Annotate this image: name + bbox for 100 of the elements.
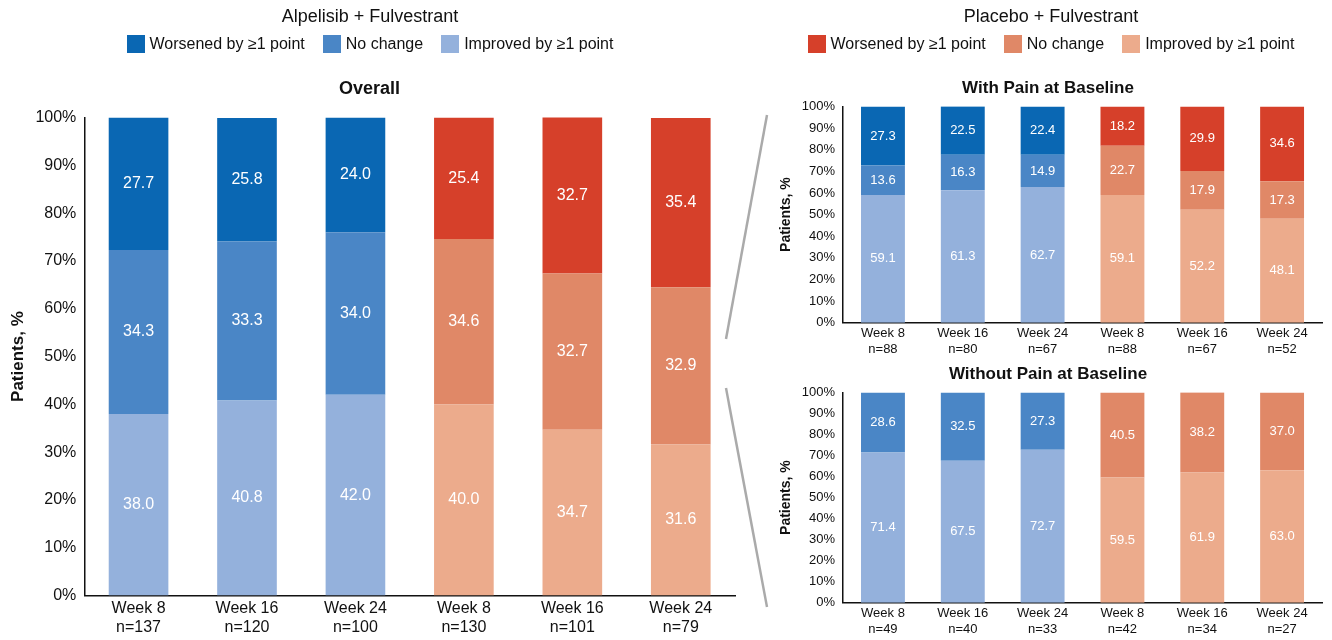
y-tick-label: 70% bbox=[809, 162, 836, 178]
y-tick-label: 80% bbox=[809, 426, 836, 442]
bar bbox=[1100, 477, 1145, 603]
data-label: 29.9 bbox=[1189, 130, 1215, 146]
x-tick-label: Week 8 n=130 bbox=[436, 598, 491, 635]
x-tick-label: Week 16 n=101 bbox=[540, 598, 604, 635]
y-tick-label: 40% bbox=[809, 227, 836, 243]
bar bbox=[108, 250, 169, 414]
data-label: 31.6 bbox=[665, 510, 697, 528]
y-tick-label: 60% bbox=[809, 468, 836, 484]
data-label: 32.5 bbox=[950, 418, 976, 434]
bar bbox=[542, 273, 603, 430]
y-tick-label: 100% bbox=[801, 97, 836, 113]
x-tick-label: Week 24 n=67 bbox=[1017, 325, 1069, 356]
x-tick-label: Week 8 n=137 bbox=[111, 598, 166, 635]
bar bbox=[325, 394, 386, 596]
bar bbox=[1260, 392, 1305, 471]
x-tick-label: Week 16 n=40 bbox=[937, 605, 989, 636]
data-label: 32.7 bbox=[556, 341, 588, 359]
x-tick-label: Week 8 n=88 bbox=[1100, 325, 1145, 356]
bar bbox=[1020, 106, 1065, 155]
bar bbox=[434, 239, 494, 405]
x-tick-label: Week 16 n=80 bbox=[937, 325, 989, 356]
legend-label: No change bbox=[1026, 35, 1105, 53]
bar bbox=[108, 413, 169, 596]
bar bbox=[940, 154, 985, 191]
bar bbox=[1180, 171, 1225, 210]
bar bbox=[940, 190, 985, 323]
bar bbox=[1020, 154, 1065, 188]
x-tick-label: Week 16 n=67 bbox=[1176, 325, 1228, 356]
y-tick-label: 50% bbox=[809, 489, 836, 505]
chart-title: Overall bbox=[338, 77, 401, 98]
bar bbox=[861, 392, 905, 453]
data-label: 48.1 bbox=[1269, 262, 1295, 278]
bar bbox=[542, 117, 603, 274]
bar bbox=[650, 118, 711, 288]
bar bbox=[1180, 106, 1225, 172]
bar bbox=[1260, 218, 1305, 323]
x-tick-label: Week 24 n=52 bbox=[1256, 325, 1308, 356]
bar bbox=[940, 460, 985, 603]
y-tick-label: 0% bbox=[816, 314, 836, 330]
bar bbox=[1180, 472, 1225, 603]
y-tick-label: 80% bbox=[809, 141, 836, 157]
data-label: 34.3 bbox=[122, 322, 155, 340]
data-label: 37.0 bbox=[1269, 422, 1295, 438]
bar bbox=[940, 392, 985, 461]
y-axis-title: Patients, % bbox=[777, 176, 794, 252]
y-tick-label: 90% bbox=[809, 119, 836, 135]
bar bbox=[434, 404, 494, 596]
bar bbox=[940, 106, 985, 155]
y-tick-label: 70% bbox=[809, 447, 836, 463]
data-label: 22.5 bbox=[950, 122, 976, 138]
bar bbox=[325, 232, 386, 395]
y-tick-label: 20% bbox=[809, 552, 836, 568]
bar bbox=[1100, 194, 1145, 323]
bar bbox=[650, 444, 711, 596]
legend-label: No change bbox=[345, 35, 424, 53]
y-tick-label: 30% bbox=[809, 531, 836, 547]
x-tick-label: Week 8 n=42 bbox=[1100, 605, 1145, 636]
data-label: 22.7 bbox=[1109, 161, 1136, 177]
y-tick-label: 50% bbox=[44, 347, 77, 365]
data-label: 63.0 bbox=[1269, 528, 1295, 544]
data-label: 72.7 bbox=[1029, 517, 1056, 533]
data-label: 33.3 bbox=[231, 311, 263, 329]
data-label: 62.7 bbox=[1029, 246, 1056, 262]
chart-title: Without Pain at Baseline bbox=[948, 363, 1148, 383]
data-label: 32.7 bbox=[556, 185, 588, 203]
y-tick-label: 70% bbox=[44, 251, 77, 269]
bar bbox=[1260, 470, 1305, 603]
data-label: 61.3 bbox=[950, 248, 976, 264]
y-tick-label: 20% bbox=[44, 490, 77, 508]
data-label: 40.5 bbox=[1109, 426, 1136, 442]
y-axis-title: Patients, % bbox=[777, 459, 794, 535]
data-label: 38.2 bbox=[1189, 423, 1215, 439]
bar bbox=[434, 117, 494, 240]
y-tick-label: 40% bbox=[809, 510, 836, 526]
x-tick-label: Week 24 n=33 bbox=[1017, 605, 1069, 636]
legend-label: Worsened by ≥1 point bbox=[149, 35, 305, 53]
data-label: 27.3 bbox=[1029, 412, 1056, 428]
x-tick-label: Week 24 n=100 bbox=[324, 598, 387, 635]
data-label: 38.0 bbox=[122, 495, 155, 513]
bar bbox=[1180, 209, 1225, 323]
bar bbox=[217, 118, 277, 242]
text: Alpelisib + Fulvestrant bbox=[280, 6, 460, 27]
y-tick-label: 60% bbox=[809, 184, 836, 200]
data-label: 28.6 bbox=[870, 414, 896, 430]
y-tick-label: 0% bbox=[53, 586, 77, 604]
bar bbox=[1100, 106, 1145, 146]
bar bbox=[861, 194, 905, 323]
y-tick-label: 60% bbox=[44, 299, 77, 317]
data-label: 17.3 bbox=[1269, 191, 1295, 207]
y-tick-label: 0% bbox=[816, 594, 836, 610]
y-tick-label: 100% bbox=[801, 383, 836, 399]
data-label: 24.0 bbox=[339, 165, 372, 183]
text: Placebo + Fulvestrant bbox=[962, 6, 1140, 27]
legend-label: Improved by ≥1 point bbox=[464, 35, 614, 53]
bar bbox=[108, 117, 169, 251]
legend-label: Improved by ≥1 point bbox=[1145, 35, 1295, 53]
y-axis-title: Patients, % bbox=[7, 311, 27, 402]
data-label: 61.9 bbox=[1189, 529, 1215, 545]
